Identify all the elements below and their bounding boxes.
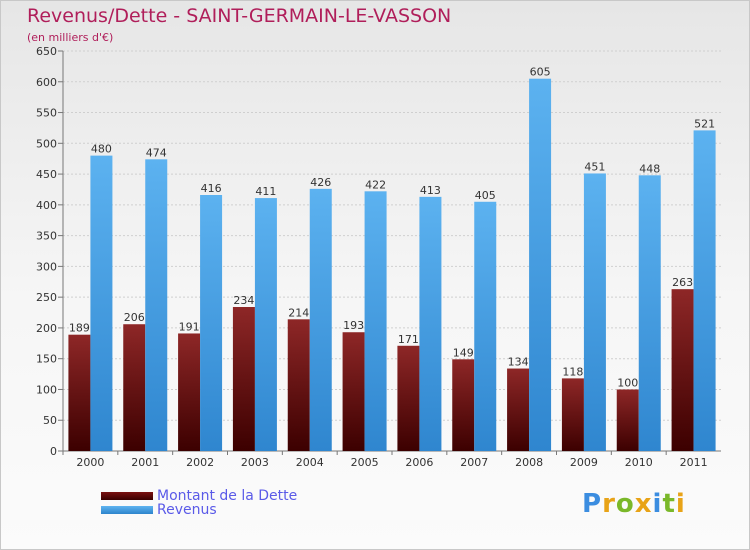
bar-revenus [693, 130, 716, 451]
bar-dette [287, 319, 310, 451]
y-tick-label: 350 [36, 230, 57, 243]
y-tick-label: 0 [50, 445, 57, 458]
y-tick-label: 250 [36, 291, 57, 304]
bar-revenus [638, 175, 661, 452]
x-tick-label: 2004 [296, 456, 324, 469]
x-tick-label: 2000 [76, 456, 104, 469]
legend-item-revenus: Revenus [101, 502, 217, 518]
proxiti-logo: Proxiti [582, 489, 686, 519]
data-label-dette: 149 [453, 346, 474, 359]
x-tick-label: 2007 [460, 456, 488, 469]
bar-revenus [419, 196, 442, 451]
data-label-dette: 171 [398, 333, 419, 346]
data-label-dette: 100 [617, 376, 638, 389]
bar-revenus [254, 198, 277, 451]
logo-letter: o [615, 489, 635, 519]
x-tick-label: 2001 [131, 456, 159, 469]
data-label-dette: 118 [562, 365, 583, 378]
data-label-revenus: 605 [530, 66, 551, 79]
data-label-dette: 263 [672, 276, 693, 289]
data-label-revenus: 411 [255, 185, 276, 198]
legend-label-dette: Montant de la Dette [157, 488, 298, 504]
data-label-revenus: 416 [201, 182, 222, 195]
x-tick-label: 2006 [405, 456, 433, 469]
data-label-revenus: 521 [694, 117, 715, 130]
bar-dette [342, 332, 365, 451]
chart-subtitle: (en milliers d'€) [27, 31, 114, 44]
legend-label-revenus: Revenus [157, 502, 217, 518]
data-label-revenus: 474 [146, 146, 167, 159]
logo-letter: i [675, 489, 686, 519]
y-tick-label: 400 [36, 199, 57, 212]
x-tick-label: 2003 [241, 456, 269, 469]
data-label-dette: 189 [69, 322, 90, 335]
logo-letter: t [662, 489, 676, 519]
x-tick-label: 2011 [680, 456, 708, 469]
y-tick-label: 500 [36, 137, 57, 150]
bar-dette [123, 324, 146, 451]
data-label-revenus: 405 [475, 189, 496, 202]
y-tick-label: 50 [43, 414, 57, 427]
bar-revenus [90, 155, 113, 451]
logo-letter: i [652, 489, 663, 519]
data-label-dette: 134 [508, 356, 529, 369]
legend-swatch-revenus [101, 506, 153, 514]
bar-revenus [309, 188, 332, 451]
data-label-dette: 206 [124, 311, 145, 324]
bar-revenus [474, 201, 497, 451]
bar-dette [178, 333, 201, 451]
data-label-dette: 214 [288, 306, 309, 319]
data-label-revenus: 451 [584, 160, 605, 173]
bar-revenus [529, 78, 552, 451]
y-tick-label: 650 [36, 45, 57, 58]
data-label-dette: 234 [233, 294, 254, 307]
x-tick-label: 2009 [570, 456, 598, 469]
bar-dette [397, 345, 420, 451]
data-label-revenus: 422 [365, 178, 386, 191]
y-tick-label: 550 [36, 107, 57, 120]
data-label-revenus: 413 [420, 184, 441, 197]
y-tick-label: 150 [36, 353, 57, 366]
bar-dette [671, 289, 694, 451]
data-label-dette: 191 [179, 320, 200, 333]
legend-swatch-dette [101, 492, 153, 500]
bar-dette [507, 368, 530, 451]
logo-letter: r [602, 489, 616, 519]
bar-dette [561, 378, 584, 451]
legend-item-dette: Montant de la Dette [101, 488, 297, 504]
bar-revenus [364, 191, 387, 452]
y-tick-label: 300 [36, 260, 57, 273]
y-tick-label: 450 [36, 168, 57, 181]
bar-revenus [145, 159, 168, 452]
x-tick-label: 2002 [186, 456, 214, 469]
bar-dette [452, 359, 475, 451]
bar-dette [616, 389, 639, 451]
y-tick-label: 200 [36, 322, 57, 335]
logo-letter: x [634, 489, 653, 519]
data-label-revenus: 480 [91, 143, 112, 156]
y-tick-label: 100 [36, 383, 57, 396]
logo-letter: P [582, 489, 603, 519]
x-tick-label: 2005 [351, 456, 379, 469]
data-label-revenus: 448 [639, 162, 660, 175]
y-tick-label: 600 [36, 76, 57, 89]
bar-dette [68, 334, 91, 451]
bar-dette [232, 307, 255, 451]
x-tick-label: 2008 [515, 456, 543, 469]
chart-title: Revenus/Dette - SAINT-GERMAIN-LE-VASSON [27, 5, 452, 27]
bar-revenus [583, 173, 606, 451]
data-label-dette: 193 [343, 319, 364, 332]
x-tick-label: 2010 [625, 456, 653, 469]
bar-revenus [200, 195, 223, 451]
data-label-revenus: 426 [310, 176, 331, 189]
